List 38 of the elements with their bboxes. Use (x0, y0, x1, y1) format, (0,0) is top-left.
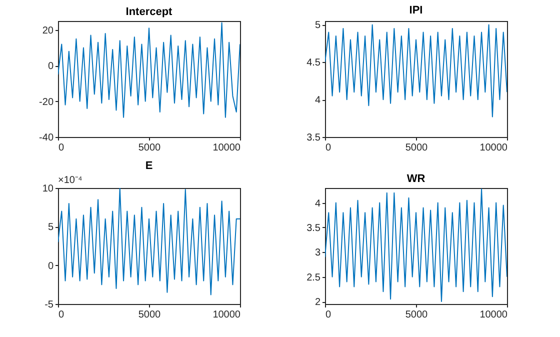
chart-title: Intercept (126, 6, 173, 18)
y-tick-label: 4.5 (306, 58, 321, 69)
x-tick-label: 10000 (480, 310, 508, 320)
x-tick-label: 5000 (138, 310, 162, 320)
y-tick-label: 3.5 (306, 132, 321, 144)
y-tick-label: 10 (42, 184, 54, 194)
x-tick-label: 10000 (212, 142, 241, 154)
x-tick-label: 10000 (212, 310, 241, 320)
y-tick-label: 4 (314, 198, 321, 210)
chart-title: E (145, 160, 153, 172)
y-tick-label: 20 (42, 25, 54, 36)
y-tick-label: 2 (314, 297, 321, 308)
line-series (58, 188, 240, 296)
y-tick-label: -5 (44, 300, 54, 310)
x-tick-label: 0 (58, 310, 64, 320)
x-tick-label: 5000 (405, 142, 428, 154)
y-tick-label: 4 (314, 95, 321, 106)
y-tick-label: 3 (314, 248, 321, 259)
y-tick-label: -40 (39, 132, 54, 144)
text: ×10⁻⁴ (58, 175, 82, 186)
y-tick-label: -20 (39, 96, 54, 108)
x-tick-label: 5000 (405, 310, 428, 320)
line-series (325, 188, 507, 302)
chart-title: WR (406, 173, 426, 185)
chart-title: IPI (409, 4, 423, 17)
y-tick-label: 3.5 (306, 222, 321, 234)
x-tick-label: 0 (326, 142, 332, 154)
line-series (58, 22, 240, 118)
y-tick-label: 5 (48, 222, 54, 234)
x-tick-label: 10000 (480, 142, 508, 154)
y-tick-label: 5 (314, 20, 321, 32)
x-tick-label: 0 (326, 310, 332, 320)
x-tick-label: 5000 (138, 142, 162, 154)
y-tick-label: 2.5 (306, 272, 321, 284)
x-tick-label: 0 (58, 142, 64, 154)
y-tick-label: 0 (48, 260, 54, 272)
line-series (325, 24, 507, 118)
y-tick-label: 0 (48, 61, 54, 72)
